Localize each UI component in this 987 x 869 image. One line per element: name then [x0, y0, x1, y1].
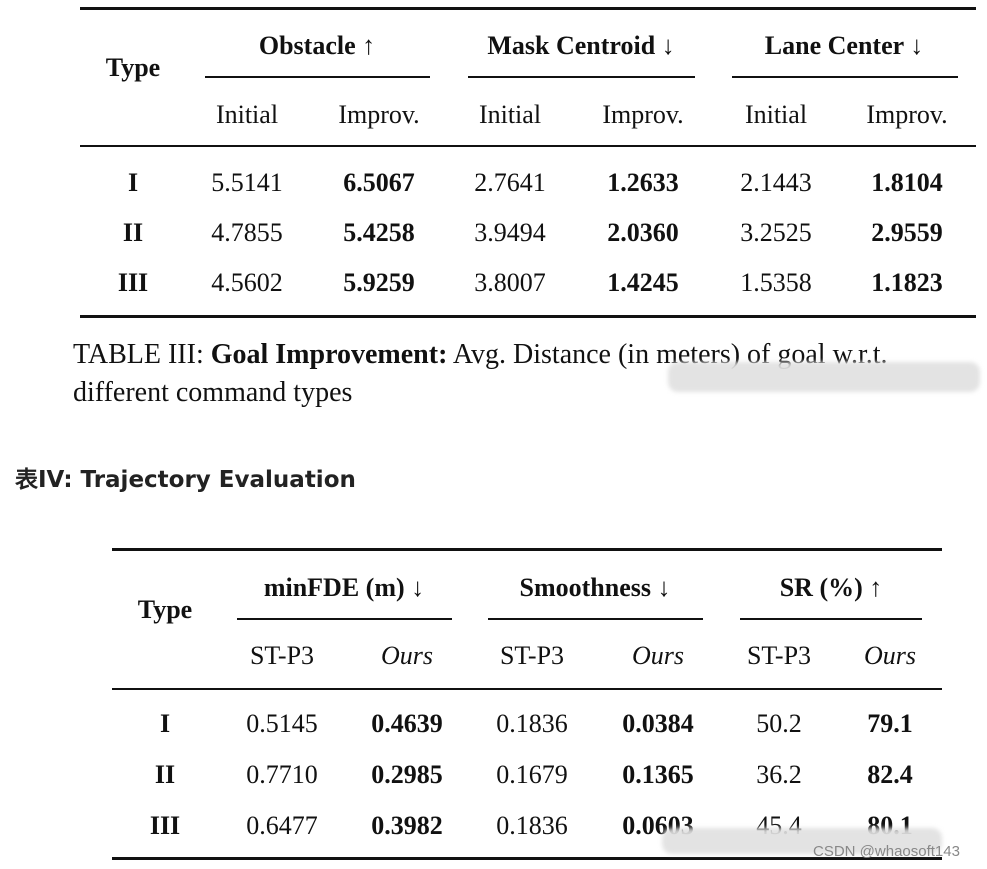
- cell: 0.1365: [622, 760, 694, 789]
- row-label: II: [154, 760, 176, 789]
- caption-bold: Goal Improvement:: [210, 339, 448, 370]
- cell: 82.4: [867, 760, 913, 789]
- cell: 0.0384: [622, 709, 694, 738]
- cell: 0.7710: [246, 760, 318, 789]
- table-rule: [80, 7, 976, 10]
- subheader: Initial: [215, 100, 279, 129]
- cell: 1.8104: [871, 168, 943, 197]
- row-label: III: [149, 811, 181, 840]
- table-rule: [112, 857, 942, 860]
- blur-overlay: [668, 362, 980, 392]
- header-group: Lane Center ↓: [764, 31, 924, 60]
- table-rule: [468, 76, 695, 78]
- subheader: Ours: [863, 641, 917, 670]
- header-group: Mask Centroid ↓: [487, 31, 675, 60]
- header-group: SR (%) ↑: [779, 573, 883, 602]
- cell: 0.6477: [246, 811, 318, 840]
- cell: 1.2633: [607, 168, 679, 197]
- table-rule: [80, 145, 976, 147]
- subheader: ST-P3: [746, 641, 812, 670]
- cell: 5.4258: [343, 218, 415, 247]
- caption-label: TABLE III:: [73, 339, 204, 370]
- cell: 0.5145: [246, 709, 318, 738]
- cell: 3.9494: [474, 218, 546, 247]
- cell: 1.4245: [607, 268, 679, 297]
- blur-overlay: [662, 828, 942, 854]
- subheader: Improv.: [602, 100, 684, 129]
- row-label: III: [117, 268, 149, 297]
- cell: 0.1679: [496, 760, 568, 789]
- cell: 4.5602: [211, 268, 283, 297]
- cell: 2.0360: [607, 218, 679, 247]
- subheader: Initial: [744, 100, 808, 129]
- cell: 3.2525: [740, 218, 812, 247]
- cell: 2.9559: [871, 218, 943, 247]
- subheader: Initial: [478, 100, 542, 129]
- header-group: minFDE (m) ↓: [263, 573, 425, 602]
- cell: 2.7641: [474, 168, 546, 197]
- cell: 6.5067: [343, 168, 415, 197]
- subheader: ST-P3: [499, 641, 565, 670]
- cell: 0.3982: [371, 811, 443, 840]
- cell: 0.1836: [496, 811, 568, 840]
- header-group: Obstacle ↑: [258, 31, 376, 60]
- cell: 36.2: [756, 760, 802, 789]
- table-rule: [732, 76, 958, 78]
- cell: 0.1836: [496, 709, 568, 738]
- row-label: I: [159, 709, 171, 738]
- cell: 0.2985: [371, 760, 443, 789]
- cell: 50.2: [756, 709, 802, 738]
- table-rule: [740, 618, 922, 620]
- cell: 79.1: [867, 709, 913, 738]
- cell: 5.5141: [211, 168, 283, 197]
- cell: 1.1823: [871, 268, 943, 297]
- watermark: CSDN @whaosoft143: [813, 843, 960, 860]
- cell: 2.1443: [740, 168, 812, 197]
- subheader: Improv.: [338, 100, 420, 129]
- subheader: Ours: [631, 641, 685, 670]
- cell: 5.9259: [343, 268, 415, 297]
- row-label: II: [122, 218, 144, 247]
- subheader: Ours: [380, 641, 434, 670]
- header-type: Type: [105, 53, 161, 82]
- section-heading: 表IV: Trajectory Evaluation: [15, 467, 356, 493]
- header-type: Type: [137, 595, 193, 624]
- subheader: ST-P3: [249, 641, 315, 670]
- table-rule: [205, 76, 430, 78]
- cell: 0.4639: [371, 709, 443, 738]
- cell: 3.8007: [474, 268, 546, 297]
- table-rule: [237, 618, 452, 620]
- table-rule: [112, 548, 942, 551]
- table-rule: [112, 688, 942, 690]
- cell: 4.7855: [211, 218, 283, 247]
- row-label: I: [127, 168, 139, 197]
- cell: 1.5358: [740, 268, 812, 297]
- subheader: Improv.: [866, 100, 948, 129]
- header-group: Smoothness ↓: [519, 573, 671, 602]
- table-rule: [488, 618, 703, 620]
- table-rule: [80, 315, 976, 318]
